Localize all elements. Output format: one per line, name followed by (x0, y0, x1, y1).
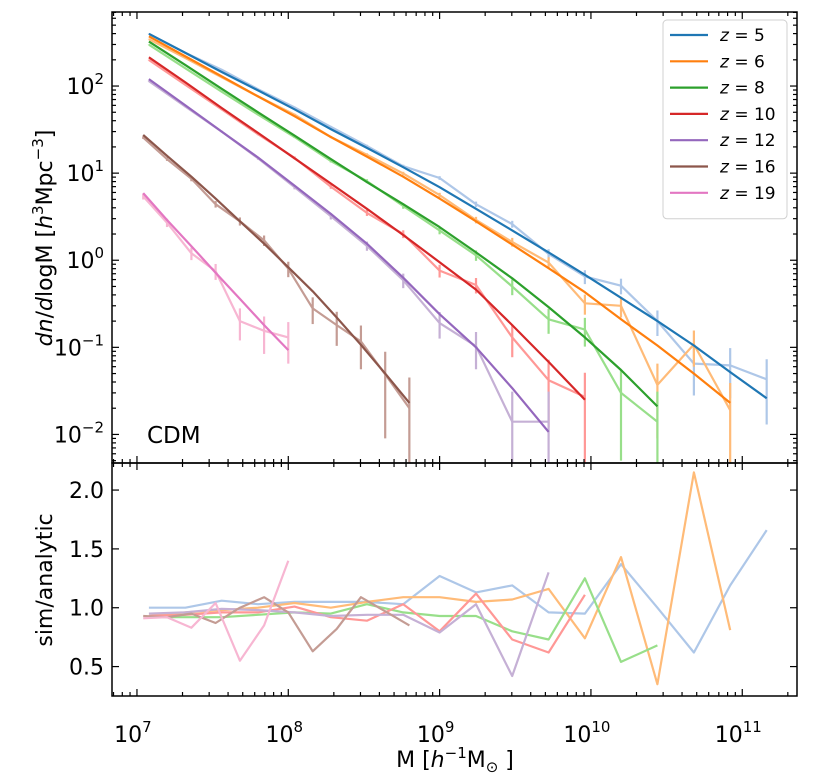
y-tick-base: 10 (54, 336, 82, 361)
ratio-line-z19 (143, 560, 290, 662)
ylabel-part: d (33, 296, 58, 311)
legend-label: z = 5 (719, 26, 765, 46)
ylabel-part: h (33, 215, 58, 229)
xlabel-part: ⊙ (486, 758, 499, 776)
legend-variable: z (719, 79, 730, 99)
xlabel-part: M [ (396, 748, 431, 773)
legend-value: = 8 (729, 79, 765, 99)
bottom-y-axis-label: sim/analytic (33, 513, 58, 646)
legend-value: = 19 (729, 184, 776, 204)
sim-line-z16 (142, 136, 411, 409)
x-tick-label: 108 (266, 718, 304, 748)
x-tick-exponent: 10 (591, 718, 610, 736)
y-tick-base: 10 (54, 423, 82, 448)
analytic-line-z12 (148, 78, 550, 433)
ylabel-part: −3 (29, 138, 47, 160)
x-tick-base: 10 (266, 723, 294, 748)
sim-line-z5 (148, 32, 768, 381)
legend-variable: z (719, 52, 730, 72)
legend-variable: z (719, 131, 730, 151)
legend: z = 5z = 6z = 8z = 10z = 12z = 16z = 19 (662, 19, 788, 220)
sim-line-z12 (148, 80, 549, 423)
axes: 107 108 109 1010 101110210110010−110−22.01.5… (54, 11, 798, 748)
top-panel-plot-area (142, 32, 768, 463)
ratio-line-z6 (148, 471, 732, 686)
x-tick-exponent: 8 (294, 718, 304, 736)
xlabel-part: M (467, 748, 486, 773)
ratio-line-z16 (143, 596, 410, 653)
ylabel-part: logM [ (33, 229, 58, 297)
x-tick-exponent: 11 (743, 718, 762, 736)
sim-line-z6 (148, 38, 732, 411)
top-y-tick-label: 100 (66, 244, 104, 274)
y-tick-exponent: 2 (94, 70, 104, 88)
y-tick-exponent: 1 (94, 157, 104, 175)
legend-label: z = 12 (719, 131, 776, 151)
legend-label: z = 16 (719, 158, 776, 178)
y-tick-base: 10 (66, 75, 94, 100)
x-tick-base: 10 (417, 723, 445, 748)
ylabel-part: ] (33, 130, 58, 139)
ylabel-part: dn (33, 318, 58, 346)
bottom-y-tick-label: 1.0 (69, 597, 104, 622)
y-tick-base: 10 (66, 249, 94, 274)
x-axis-label: M [h−1M⊙ ] (396, 744, 514, 776)
top-y-tick-label: 10−2 (54, 418, 104, 448)
legend-value: = 16 (729, 158, 776, 178)
y-tick-exponent: −1 (82, 331, 104, 349)
y-tick-exponent: −2 (82, 418, 104, 436)
y-tick-exponent: 0 (94, 244, 104, 262)
x-tick-base: 10 (114, 723, 142, 748)
legend-value: = 10 (729, 105, 776, 125)
top-y-tick-label: 10−1 (54, 331, 104, 361)
sim-line-z10 (148, 59, 586, 398)
y-tick-base: 10 (66, 162, 94, 187)
x-tick-exponent: 7 (142, 718, 152, 736)
bottom-y-tick-label: 1.5 (69, 538, 104, 563)
analytic-line-z5 (148, 32, 768, 400)
legend-label: z = 8 (719, 79, 765, 99)
x-tick-label: 1011 (715, 718, 762, 748)
bottom-y-tick-label: 0.5 (69, 656, 104, 681)
legend-variable: z (719, 26, 730, 46)
analytic-line-z10 (148, 56, 586, 401)
x-tick-label: 107 (114, 718, 152, 748)
legend-value: = 5 (729, 26, 765, 46)
top-y-tick-label: 102 (66, 70, 104, 100)
ratio-line-z12 (148, 572, 550, 678)
x-tick-label: 1010 (563, 718, 610, 748)
ylabel-part: / (33, 310, 58, 318)
bottom-panel-plot-area (143, 471, 768, 686)
analytic-line-z19 (142, 192, 290, 351)
legend-variable: z (719, 158, 730, 178)
legend-label: z = 19 (719, 184, 776, 204)
top-y-tick-label: 101 (66, 157, 104, 187)
legend-variable: z (719, 184, 730, 204)
model-annotation: CDM (147, 423, 201, 449)
legend-variable: z (719, 105, 730, 125)
bottom-y-tick-label: 2.0 (69, 479, 104, 504)
x-tick-exponent: 9 (445, 718, 455, 736)
legend-label: z = 6 (719, 52, 765, 72)
ylabel-part: Mpc (33, 160, 58, 205)
xlabel-part: ] (498, 748, 514, 773)
ylabel-part: 3 (29, 205, 47, 215)
legend-value: = 6 (729, 52, 765, 72)
analytic-line-z16 (142, 134, 411, 404)
legend-label: z = 10 (719, 105, 776, 125)
legend-value: = 12 (729, 131, 776, 151)
x-tick-base: 10 (715, 723, 743, 748)
bottom-panel-frame (111, 462, 798, 697)
x-tick-base: 10 (563, 723, 591, 748)
ratio-line-z10 (148, 592, 586, 654)
analytic-line-z6 (148, 35, 731, 404)
ratio-line-z8 (148, 577, 658, 664)
xlabel-part: −1 (445, 744, 467, 762)
top-y-axis-label: dn/dlogM [h3Mpc−3] (29, 130, 58, 347)
analytic-line-z8 (148, 40, 659, 408)
xlabel-part: h (431, 748, 445, 773)
x-tick-label: 109 (417, 718, 455, 748)
legend-box (662, 19, 788, 220)
